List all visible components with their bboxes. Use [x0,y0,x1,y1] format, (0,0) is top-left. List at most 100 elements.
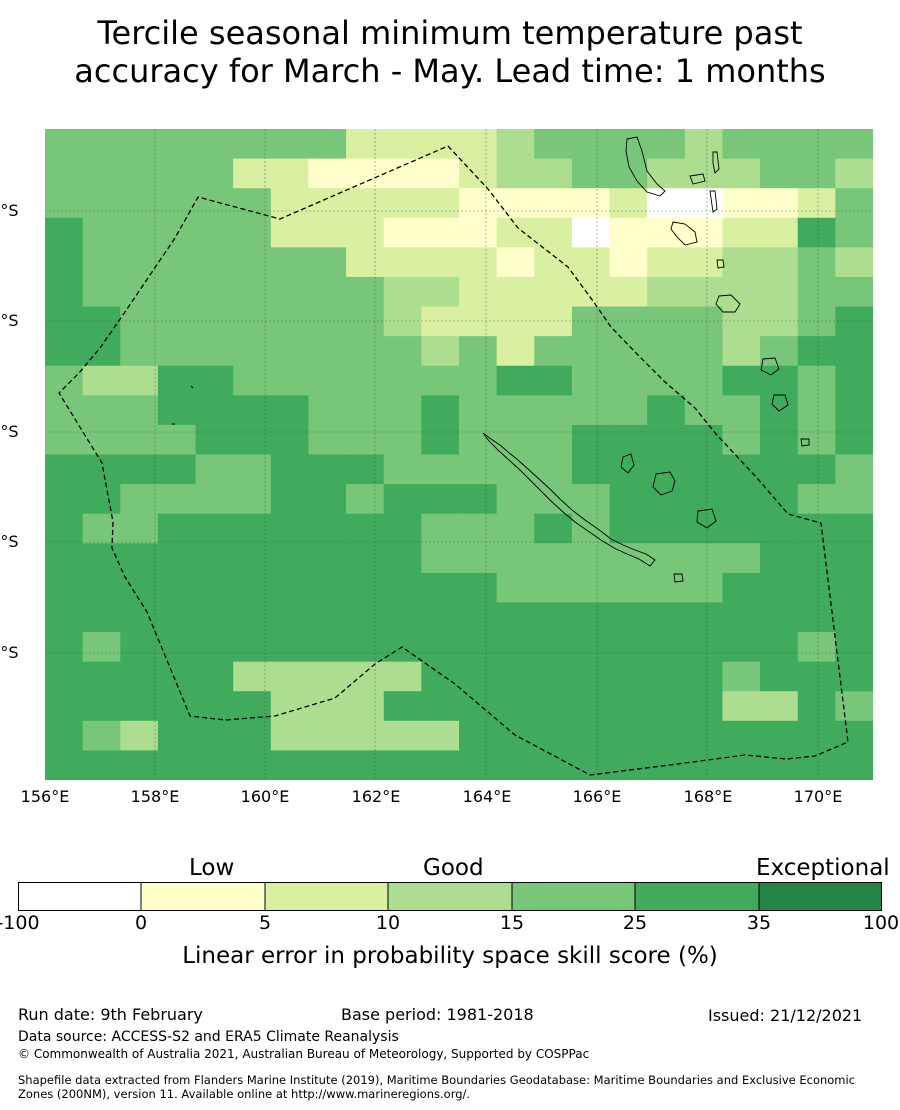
grid-cell [722,691,761,722]
grid-cell [45,365,84,396]
grid-cell [684,661,724,692]
grid-cell [120,543,159,574]
grid-cell [120,158,159,189]
grid-cell [195,247,234,278]
grid-cell [459,543,498,574]
grid-cell [647,543,686,574]
grid-cell [383,750,422,780]
grid-cell [571,336,611,367]
grid-cell [496,661,535,692]
grid-cell [233,188,272,219]
grid-cell [346,454,385,485]
grid-cell [45,513,84,544]
grid-cell [195,188,234,219]
grid-cell [835,276,873,308]
grid-cell [383,513,422,544]
vanuatu-pentecost-island [709,190,718,213]
skill-map [45,129,873,780]
grid-cell [157,336,197,367]
grid-cell [233,336,272,367]
grid-cell [647,188,686,219]
colorbar-tick-0: 0 [134,912,148,934]
colorbar-tick-100: 100 [862,912,900,934]
grid-cell [835,572,873,604]
grid-cell [797,661,836,692]
grid-cell [571,602,611,633]
grid-cell [157,424,197,456]
grid-cell [797,336,836,367]
grid-cell [120,188,159,219]
grid-cell [346,129,385,160]
grid-cell [120,572,159,604]
grid-cell [722,336,761,367]
grid-cell [647,454,686,485]
grid-cell [609,188,648,219]
grid-cell [421,513,460,544]
grid-cell [684,276,724,308]
grid-cell [722,247,761,278]
grid-cell [835,750,873,780]
colorbar-bin-0-5 [141,882,265,911]
grid-cell [383,691,422,722]
grid-cell [760,572,799,604]
data-source: Data source: ACCESS-S2 and ERA5 Climate … [18,1029,399,1045]
colorbar-tick-10: 10 [375,912,401,934]
grid-cell [308,365,347,396]
grid-cell [684,306,724,337]
grid-cell [571,306,611,337]
grid-cell [835,395,873,426]
grid-cell [609,247,648,278]
grid-cell [609,720,648,752]
grid-cell [684,129,724,160]
grid-cell [760,306,799,337]
grid-cell [195,602,234,633]
grid-cell [797,247,836,278]
grid-cell [760,661,799,692]
aneityum-island [800,438,810,447]
grid-cell [308,513,347,544]
grid-cell [797,424,836,456]
grid-cell [421,454,460,485]
grid-cell [383,720,422,752]
grid-cell [684,572,724,604]
grid-cell [157,188,197,219]
grid-cell [308,632,347,663]
grid-cell [82,424,121,456]
grid-cell [270,276,310,308]
grid-cell [760,632,799,663]
grid-cell [233,720,272,752]
grid-cell [195,217,234,248]
grid-cell [233,543,272,574]
grid-cell [609,513,648,544]
lat-label-20s: 20°S [0,422,19,441]
grid-cell [383,336,422,367]
grid-cell [383,217,422,248]
grid-cell [120,513,159,544]
grid-cell [571,217,611,248]
grid-cell [120,276,159,308]
grid-cell [45,247,84,278]
grid-cell [459,217,498,248]
grid-cell [421,572,460,604]
grid-cell [647,306,686,337]
grid-cell [45,454,84,485]
grid-cell [647,484,686,515]
grid-cell [45,632,84,663]
grid-cell [722,158,761,189]
vanuatu-maewo-island [712,151,720,174]
grid-cell [195,632,234,663]
grid-cell [609,276,648,308]
grid-cell [346,276,385,308]
grid-cell [421,661,460,692]
grid-cell [82,750,121,780]
grid-cell [45,543,84,574]
grid-cell [270,365,310,396]
grid-cell [120,247,159,278]
grid-cell [722,217,761,248]
grid-cell [609,217,648,248]
grid-cell [459,129,498,160]
grid-cell [534,691,573,722]
grid-cell [760,276,799,308]
grid-cell [647,395,686,426]
grid-cell [421,276,460,308]
